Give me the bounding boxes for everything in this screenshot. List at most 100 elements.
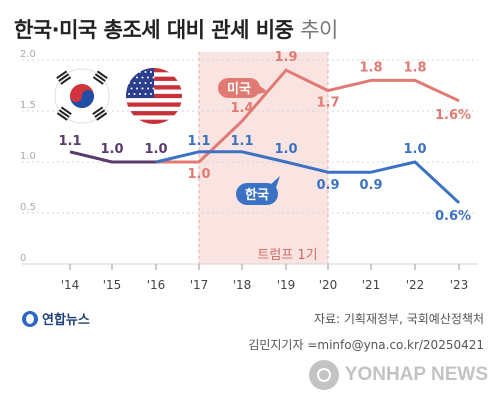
trigram-bar xyxy=(60,106,72,115)
star xyxy=(130,87,133,90)
star xyxy=(133,93,136,95)
korea-series-label: 한국 xyxy=(245,187,269,203)
star xyxy=(152,76,155,79)
x-tick-label: '15 xyxy=(103,278,122,292)
korea-series-badge xyxy=(236,183,278,205)
star xyxy=(152,87,155,90)
stripe xyxy=(126,102,182,107)
y-tick-label: 0 xyxy=(20,253,26,264)
star xyxy=(150,93,152,95)
yonhap-news-watermark: YONHAP NEWS xyxy=(308,360,488,390)
trigram-bar xyxy=(58,109,70,118)
korea-line xyxy=(155,150,461,204)
korea-line-pre xyxy=(69,150,156,164)
korea-data-label: 0.9 xyxy=(316,178,339,193)
korea-data-label: 0.9 xyxy=(359,178,382,193)
stripe xyxy=(126,98,182,103)
stripe xyxy=(126,72,182,77)
star xyxy=(128,82,130,84)
trigram-bar xyxy=(56,112,68,121)
x-tick-label: '17 xyxy=(190,278,209,292)
usa-flag-icon xyxy=(126,68,182,124)
star xyxy=(133,82,136,84)
x-tick-label: '21 xyxy=(362,278,381,292)
korea-data-label: 1.0 xyxy=(100,142,123,157)
x-tick-label: '23 xyxy=(450,278,469,292)
star xyxy=(136,87,138,90)
stripe xyxy=(126,115,182,120)
star xyxy=(136,76,138,79)
trigram-bar xyxy=(96,70,108,79)
star xyxy=(141,87,144,90)
star xyxy=(150,82,152,84)
usa-flag-body xyxy=(126,68,182,124)
korea-data-label: 1.0 xyxy=(144,142,167,157)
trigram-bar xyxy=(58,73,70,82)
usa-data-label: 1.4 xyxy=(230,101,253,116)
x-tick-label: '22 xyxy=(406,278,425,292)
usa-badge-pointer xyxy=(258,86,268,94)
stripe xyxy=(126,68,182,73)
y-tick-label: 2.0 xyxy=(20,49,36,60)
trump-band-label: 트럼프 1기 xyxy=(257,248,317,263)
watermark-text: YONHAP NEWS xyxy=(344,364,488,385)
star xyxy=(150,71,152,73)
usa-line xyxy=(156,68,460,164)
korea-data-label: 1.0 xyxy=(403,142,426,157)
korea-data-label: 1.1 xyxy=(230,134,253,149)
yonhap-logo-icon xyxy=(22,310,38,327)
star xyxy=(147,87,149,90)
page-title: 한국·미국 총조세 대비 관세 비중 추이 xyxy=(14,14,338,44)
korea-flag-icon xyxy=(54,68,110,124)
trigram-bar xyxy=(94,73,106,82)
y-tick-label: 1.0 xyxy=(20,151,36,162)
trigram-bar xyxy=(56,70,68,79)
title-main: 한국·미국 총조세 대비 관세 비중 xyxy=(14,18,294,42)
usa-data-label: 1.0 xyxy=(187,167,210,182)
korea-data-label: 1.1 xyxy=(187,134,210,149)
trigram-bar xyxy=(92,106,104,115)
trigram-bar xyxy=(94,109,106,118)
title-sub: 추이 xyxy=(300,18,338,42)
usa-data-label: 1.9 xyxy=(274,50,297,65)
star xyxy=(139,93,141,95)
x-tick-label: '20 xyxy=(319,278,338,292)
watermark-icon xyxy=(308,360,339,390)
star xyxy=(144,71,147,73)
x-tick-label: '18 xyxy=(233,278,252,292)
star xyxy=(144,82,147,84)
source-text: 자료: 기획재정부, 국회예산정책처 xyxy=(313,312,484,326)
usa-data-label: 1.8 xyxy=(359,60,382,75)
star xyxy=(128,71,130,73)
credit-text: 김민지기자 =minfo@yna.co.kr/20250421 xyxy=(248,338,484,352)
star xyxy=(139,82,141,84)
star xyxy=(130,76,133,79)
usa-data-label: 1.7 xyxy=(316,96,339,111)
star xyxy=(147,76,149,79)
korea-data-label: 1.1 xyxy=(58,134,81,149)
korea-badge-pointer xyxy=(270,176,280,188)
usa-data-label: 1.8 xyxy=(403,60,426,75)
y-tick-label: 0.5 xyxy=(20,202,36,213)
usa-series-label: 미국 xyxy=(227,81,251,97)
stripe xyxy=(126,111,182,116)
trigram-bar xyxy=(92,76,104,85)
stripe xyxy=(126,106,182,112)
taegeuk-bottom xyxy=(70,90,94,108)
y-tick-label: 1.5 xyxy=(20,100,36,111)
star xyxy=(133,71,136,73)
trigram-bar xyxy=(96,112,108,121)
logo-text: 연합뉴스 xyxy=(42,313,90,328)
x-tick-label: '16 xyxy=(147,278,166,292)
yonhap-logo: 연합뉴스 xyxy=(22,309,90,328)
star xyxy=(141,76,144,79)
star xyxy=(128,93,130,95)
korea-data-label: 0.6% xyxy=(435,209,471,224)
trigram-bar xyxy=(60,76,72,85)
usa-data-label: 1.6% xyxy=(435,108,471,123)
star xyxy=(139,71,141,73)
x-tick-label: '19 xyxy=(277,278,296,292)
korea-data-label: 1.0 xyxy=(274,142,297,157)
stripe xyxy=(126,119,182,124)
